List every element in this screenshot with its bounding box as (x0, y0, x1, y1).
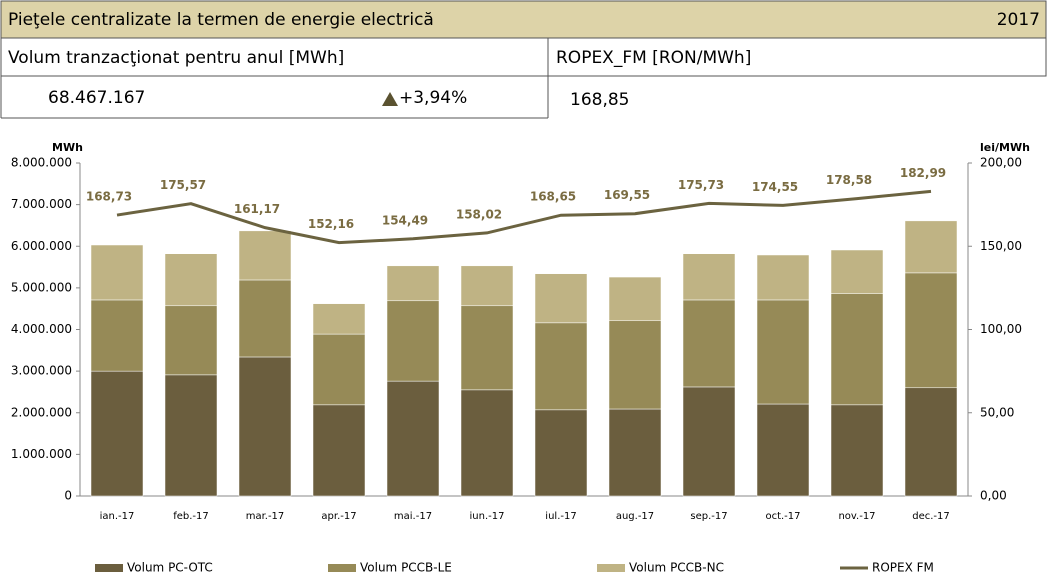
bar-segment (312, 404, 366, 497)
value-label: 154,49 (382, 213, 428, 227)
volume-label: Volum tranzacţionat pentru anul [MWh] (8, 48, 344, 68)
y-tick-label: 7.000.000 (11, 197, 72, 211)
legend-swatch (597, 564, 625, 572)
bar-segment (386, 380, 440, 497)
year: 2017 (997, 10, 1040, 30)
bar-segment (534, 322, 588, 411)
x-tick-label: oct.-17 (765, 511, 800, 522)
header-bar (0, 0, 1047, 39)
ropex-label: ROPEX_FM [RON/MWh] (556, 48, 751, 68)
bar-segment (164, 305, 218, 376)
x-tick-label: mai.-17 (394, 511, 432, 522)
bar-segment (238, 230, 292, 281)
value-label: 158,02 (456, 207, 502, 221)
value-label: 175,57 (160, 178, 206, 192)
x-tick-label: mar.-17 (246, 511, 285, 522)
x-tick-label: apr.-17 (321, 511, 356, 522)
bar-segment (682, 386, 736, 497)
bar-segment (756, 403, 810, 497)
bar-segment (830, 249, 884, 294)
bar-segment (756, 254, 810, 301)
value-label: 175,73 (678, 178, 724, 192)
cell (547, 37, 1047, 77)
value-label: 178,58 (826, 173, 872, 187)
bar-segment (756, 299, 810, 405)
bar-segment (904, 220, 958, 274)
bar-segment (534, 273, 588, 324)
y-tick-label: 2.000.000 (11, 405, 72, 419)
up-arrow (382, 92, 398, 106)
x-tick-label: sep.-17 (690, 511, 727, 522)
y2-tick-label: 50,00 (980, 405, 1014, 419)
x-tick-label: feb.-17 (173, 511, 209, 522)
bar-segment (312, 333, 366, 406)
y-tick-label: 3.000.000 (11, 364, 72, 378)
value-label: 174,55 (752, 180, 798, 194)
bar-segment (460, 305, 514, 391)
value-label: 182,99 (900, 166, 946, 180)
bar-segment (608, 320, 662, 410)
legend-label: Volum PCCB-NC (629, 561, 724, 573)
legend-label: ROPEX FM (872, 561, 934, 573)
bar-segment (608, 408, 662, 497)
bar-segment (534, 409, 588, 497)
y-tick-label: 5.000.000 (11, 280, 72, 294)
legend-label: Volum PC-OTC (127, 561, 213, 573)
legend-swatch (328, 564, 356, 572)
bar-segment (90, 299, 144, 372)
y2-axis-label: lei/MWh (980, 141, 1030, 154)
bar-segment (164, 253, 218, 307)
bar-segment (682, 299, 736, 388)
bar-segment (830, 404, 884, 497)
y-tick-label: 8.000.000 (11, 156, 72, 170)
bar-segment (238, 279, 292, 358)
x-tick-label: nov.-17 (838, 511, 875, 522)
bar-segment (90, 370, 144, 497)
y2-tick-label: 0,00 (980, 489, 1007, 503)
volume-change: +3,94% (399, 88, 467, 108)
ropex-value: 168,85 (570, 90, 629, 110)
y2-tick-label: 150,00 (980, 239, 1022, 253)
bar-segment (830, 293, 884, 406)
bar-segment (238, 356, 292, 497)
volume-value: 68.467.167 (48, 88, 145, 108)
bar-segment (682, 253, 736, 301)
x-tick-label: iun.-17 (470, 511, 505, 522)
value-label: 168,73 (86, 190, 132, 204)
x-tick-label: iul.-17 (545, 511, 576, 522)
y-tick-label: 6.000.000 (11, 239, 72, 253)
cell (0, 37, 549, 77)
bar-segment (608, 276, 662, 322)
value-label: 169,55 (604, 188, 650, 202)
x-tick-label: dec.-17 (912, 511, 950, 522)
line-series (116, 189, 932, 245)
bar-segment (460, 389, 514, 497)
bar-segment (904, 272, 958, 389)
legend-label: Volum PCCB-LE (360, 561, 452, 573)
bar-segment (312, 303, 366, 335)
x-tick-label: ian.-17 (100, 511, 135, 522)
x-tick-label: aug.-17 (616, 511, 654, 522)
bar-segment (460, 265, 514, 307)
y2-tick-label: 100,00 (980, 322, 1022, 336)
value-label: 152,16 (308, 217, 354, 231)
value-label: 161,17 (234, 202, 280, 216)
page-title: Pieţele centralizate la termen de energi… (8, 10, 434, 30)
bar-segment (904, 387, 958, 497)
bar-segment (386, 300, 440, 382)
legend-swatch (95, 564, 123, 572)
y-tick-label: 1.000.000 (11, 447, 72, 461)
value-label: 168,65 (530, 190, 576, 204)
bar-segment (164, 374, 218, 497)
y-axis-label: MWh (52, 141, 83, 154)
bar-segment (90, 244, 144, 301)
bar-segment (386, 265, 440, 302)
y2-tick-label: 200,00 (980, 156, 1022, 170)
y-tick-label: 4.000.000 (11, 322, 72, 336)
y-tick-label: 0 (64, 489, 72, 503)
